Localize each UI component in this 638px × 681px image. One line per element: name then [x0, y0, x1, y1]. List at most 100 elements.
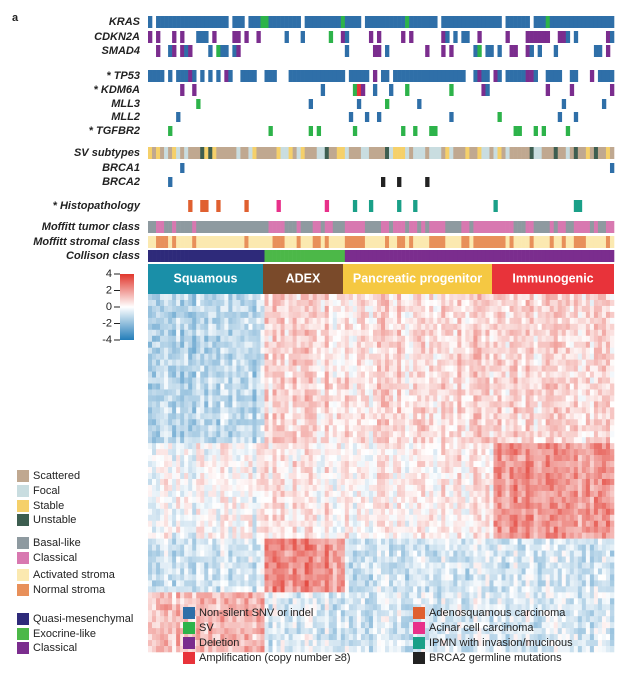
- heatmap-cell: [292, 455, 297, 462]
- heatmap-cell: [260, 473, 265, 480]
- collisson-class: [152, 250, 157, 262]
- heatmap-cell: [160, 305, 165, 313]
- mutation-mark: [180, 70, 185, 82]
- heatmap-cell: [553, 395, 559, 402]
- heatmap-cell: [425, 365, 430, 372]
- heatmap-cell: [465, 473, 470, 480]
- sv-subtype: [601, 147, 607, 159]
- heatmap-cell: [212, 389, 217, 396]
- heatmap-cell: [148, 419, 153, 426]
- heatmap-cell: [381, 305, 386, 313]
- moffitt-stromal: [465, 236, 470, 248]
- heatmap-cell: [236, 371, 241, 378]
- heatmap-cell: [501, 490, 506, 498]
- heatmap-cell: [344, 407, 350, 414]
- heatmap-cell: [605, 305, 611, 313]
- heatmap-cell: [348, 455, 354, 462]
- heatmap-cell: [501, 443, 506, 450]
- heatmap-cell: [348, 437, 354, 444]
- heatmap-cell: [417, 455, 422, 462]
- heatmap-cell: [232, 341, 237, 348]
- mutation-mark: [593, 16, 599, 28]
- heatmap-cell: [360, 317, 366, 325]
- heatmap-cell: [569, 449, 575, 456]
- heatmap-cell: [409, 377, 414, 384]
- heatmap-cell: [316, 413, 322, 420]
- heatmap-cell: [469, 455, 474, 462]
- mutation-mark: [212, 31, 217, 43]
- heatmap-cell: [276, 502, 281, 510]
- heatmap-cell: [216, 323, 221, 331]
- heatmap-cell: [220, 431, 225, 438]
- heatmap-cell: [497, 305, 502, 313]
- heatmap-cell: [332, 401, 338, 408]
- heatmap-cell: [284, 377, 289, 384]
- heatmap-cell: [192, 496, 197, 504]
- heatmap-cell: [413, 473, 418, 480]
- heatmap-cell: [260, 305, 265, 313]
- heatmap-cell: [356, 329, 362, 337]
- heatmap-cell: [176, 407, 181, 414]
- heatmap-cell: [569, 413, 575, 420]
- heatmap-cell: [348, 467, 354, 474]
- heatmap-cell: [268, 431, 273, 438]
- heatmap-cell: [192, 437, 197, 444]
- heatmap-cell: [601, 323, 607, 331]
- heatmap-cell: [276, 294, 281, 301]
- heatmap-cell: [457, 323, 462, 331]
- heatmap-cell: [461, 455, 466, 462]
- heatmap-cell: [340, 329, 346, 337]
- heatmap-cell: [332, 371, 338, 378]
- heatmap-cell: [192, 401, 197, 408]
- collisson-class: [188, 250, 193, 262]
- heatmap-cell: [300, 496, 305, 504]
- heatmap-cell: [280, 294, 285, 301]
- heatmap-cell: [541, 401, 547, 408]
- sv-subtype: [505, 147, 510, 159]
- heatmap-cell: [445, 478, 450, 486]
- heatmap-cell: [577, 419, 583, 426]
- heatmap-cell: [308, 395, 314, 402]
- heatmap-cell: [405, 383, 410, 390]
- heatmap-cell: [433, 425, 438, 432]
- heatmap-cell: [240, 502, 245, 510]
- heatmap-cell: [148, 294, 153, 301]
- heatmap-cell: [332, 407, 338, 414]
- heatmap-cell: [453, 335, 458, 343]
- heatmap-cell: [589, 377, 595, 384]
- heatmap-cell: [457, 365, 462, 372]
- heatmap-cell: [324, 502, 330, 510]
- mutation-mark: [429, 126, 434, 136]
- heatmap-cell: [429, 299, 434, 307]
- heatmap-cell: [224, 305, 229, 313]
- heatmap-cell: [453, 413, 458, 420]
- heatmap-cell: [332, 311, 338, 319]
- heatmap-cell: [212, 299, 217, 307]
- heatmap-cell: [168, 395, 173, 402]
- heatmap-cell: [545, 467, 551, 474]
- heatmap-cell: [385, 395, 390, 402]
- collisson-class: [461, 250, 466, 262]
- moffitt-tumor: [449, 221, 454, 233]
- moffitt-tumor: [453, 221, 458, 233]
- moffitt-tumor: [228, 221, 233, 233]
- heatmap-cell: [601, 335, 607, 343]
- heatmap-cell: [176, 401, 181, 408]
- heatmap-cell: [212, 467, 217, 474]
- moffitt-tumor: [288, 221, 293, 233]
- sv-subtype: [220, 147, 225, 159]
- heatmap-cell: [376, 335, 382, 343]
- heatmap-cell: [605, 317, 611, 325]
- heatmap-cell: [461, 407, 466, 414]
- heatmap-cell: [376, 478, 382, 486]
- heatmap-cell: [176, 425, 181, 432]
- heatmap-cell: [469, 383, 474, 390]
- heatmap-cell: [493, 395, 498, 402]
- heatmap-cell: [449, 341, 454, 348]
- heatmap-cell: [300, 455, 305, 462]
- heatmap-cell: [605, 347, 611, 354]
- heatmap-cell: [473, 467, 478, 474]
- heatmap-cell: [545, 377, 551, 384]
- heatmap-cell: [509, 377, 514, 384]
- heatmap-cell: [469, 299, 474, 307]
